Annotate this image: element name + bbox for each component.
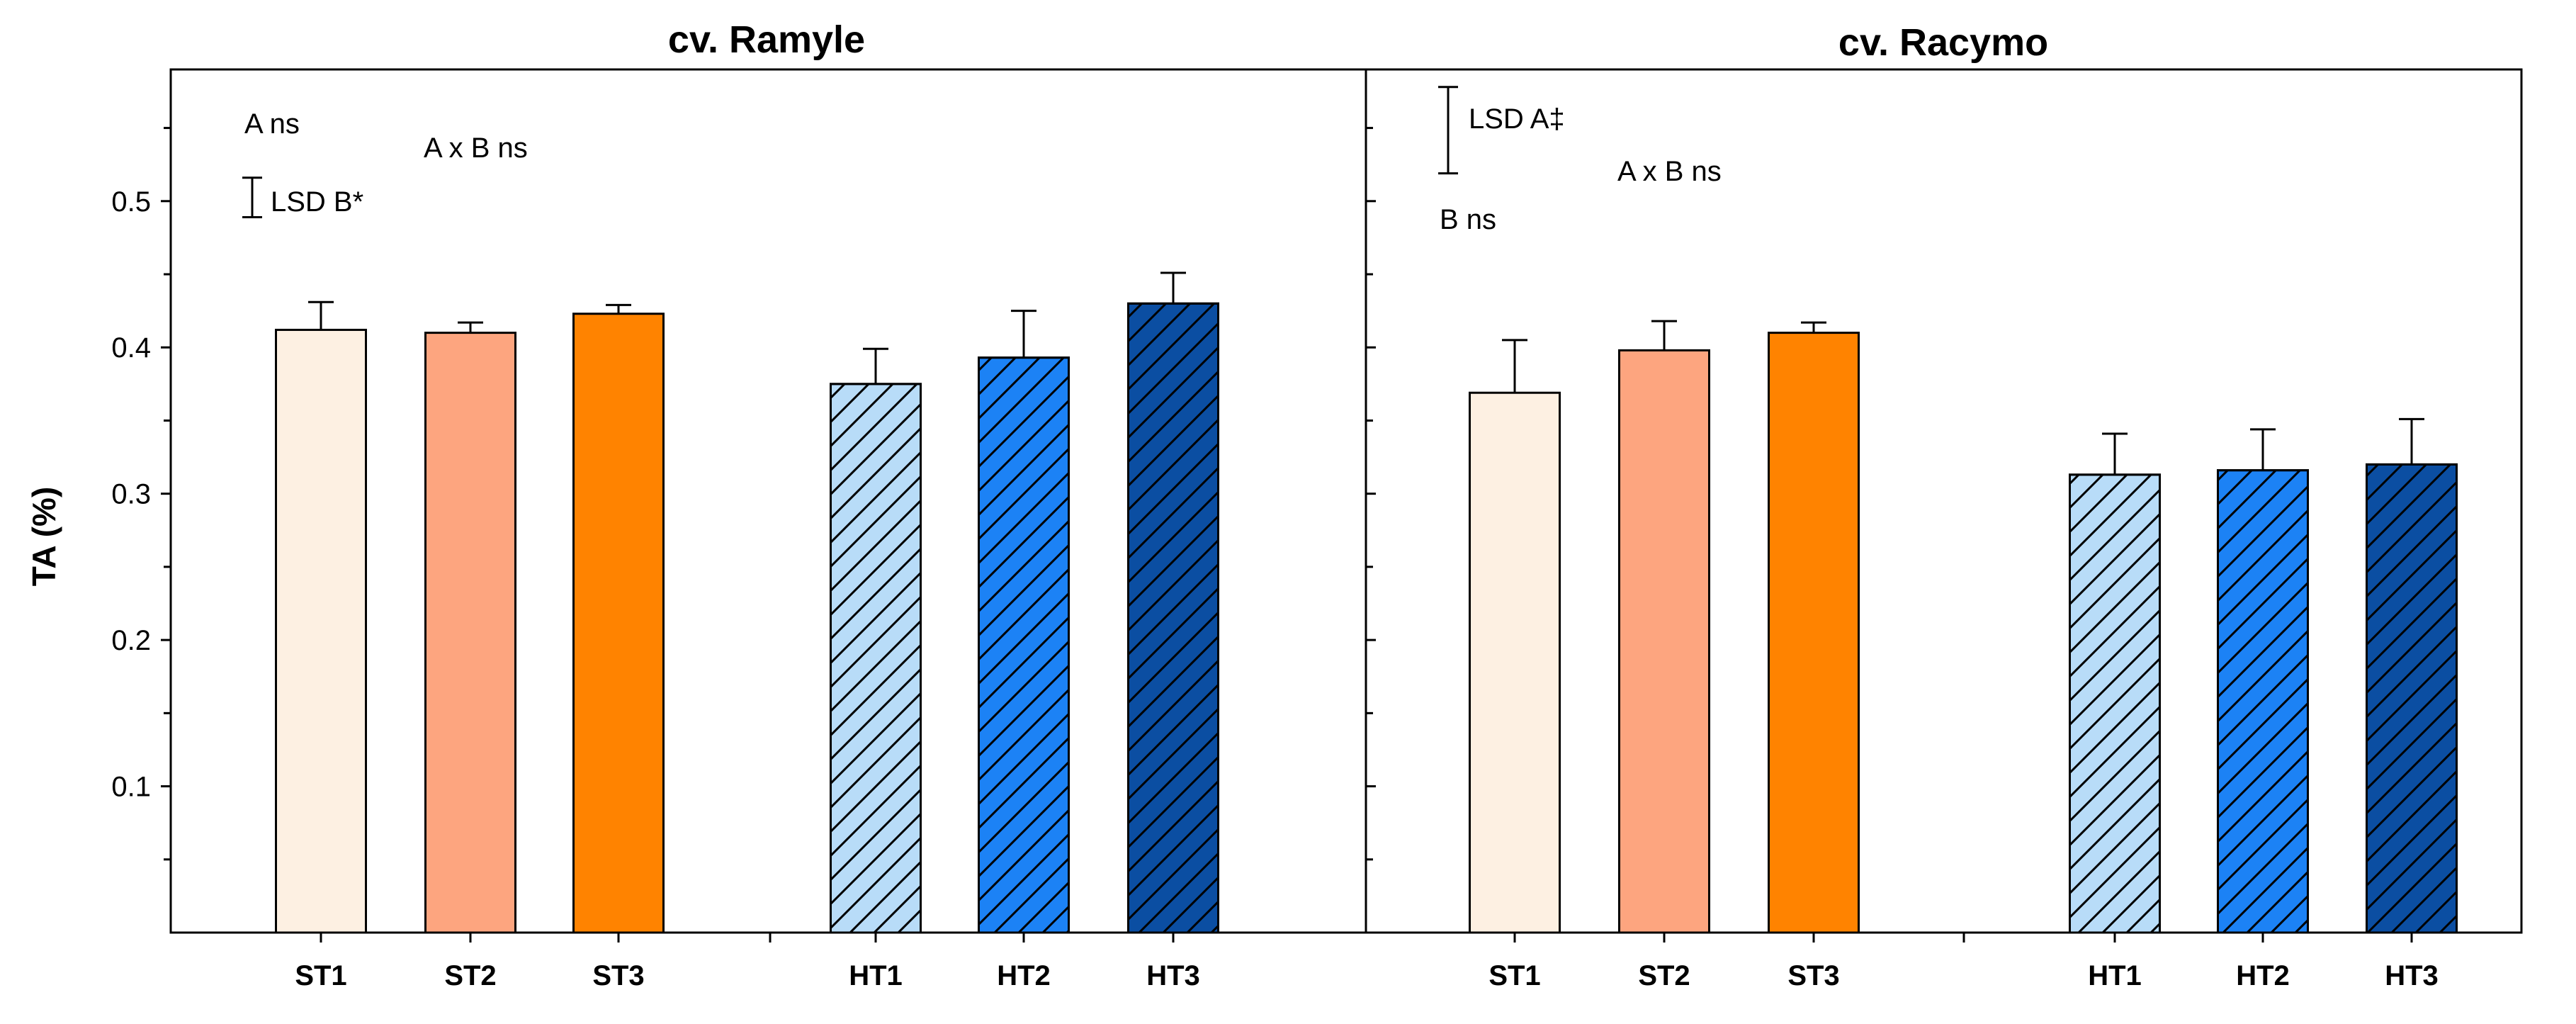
bar-st2 xyxy=(424,332,516,934)
bar-st2 xyxy=(1618,349,1710,934)
y-tick-label: 0.1 xyxy=(111,772,151,803)
panel-ramyle-x-ticks: ST1 ST2 ST3 HT1 HT2 HT3 xyxy=(295,933,1200,991)
y-axis-label: TA (%) xyxy=(26,487,62,587)
panel-ramyle: cv. Ramyle 0.1 0.2 0.3 0.4 0.5 ST1 ST2 ST3 HT1 H… xyxy=(111,18,1367,991)
bar-hatch-ht1 xyxy=(2069,473,2161,934)
bar-st1 xyxy=(275,328,367,934)
x-tick-label-ht1: HT1 xyxy=(2088,960,2142,991)
panel-ramyle-title: cv. Ramyle xyxy=(668,18,865,61)
bar-hatch-ht1 xyxy=(830,383,922,934)
panel-ramyle-bars xyxy=(275,271,1219,934)
y-tick-label: 0.3 xyxy=(111,479,151,510)
bar-st3 xyxy=(572,313,665,934)
annotation-b-ns: B ns xyxy=(1440,204,1496,235)
annotation-lsd-b: LSD B* xyxy=(271,186,363,218)
x-tick-label-ht2: HT2 xyxy=(997,960,1051,991)
y-tick-label: 0.5 xyxy=(111,186,151,218)
x-tick-label-ht3: HT3 xyxy=(2385,960,2439,991)
annotation-lsd-a: LSD A‡ xyxy=(1469,103,1565,135)
x-tick-label-st3: ST3 xyxy=(1787,960,1839,991)
x-tick-label-st3: ST3 xyxy=(592,960,644,991)
x-tick-label-ht2: HT2 xyxy=(2236,960,2290,991)
panel-racymo-x-ticks: ST1 ST2 ST3 HT1 HT2 HT3 xyxy=(1488,933,2439,991)
annotation-interaction: A x B ns xyxy=(1617,156,1722,187)
lsd-error-bar xyxy=(1438,86,1458,175)
bar-hatch-ht3 xyxy=(1127,302,1219,934)
y-tick-label: 0.2 xyxy=(111,625,151,656)
x-tick-label-ht3: HT3 xyxy=(1146,960,1200,991)
panel-racymo-frame xyxy=(1365,68,2523,934)
lsd-error-bar xyxy=(242,176,262,219)
x-tick-label-st2: ST2 xyxy=(1638,960,1690,991)
bar-st1 xyxy=(1469,391,1561,934)
annotation-interaction: A x B ns xyxy=(424,133,528,164)
annotation-a-ns: A ns xyxy=(244,108,300,140)
x-tick-label-st1: ST1 xyxy=(295,960,346,991)
bar-st3 xyxy=(1768,332,1860,934)
x-tick-label-ht1: HT1 xyxy=(849,960,903,991)
x-tick-label-st1: ST1 xyxy=(1488,960,1540,991)
panel-racymo: cv. Racymo ST1 ST2 ST3 HT1 HT2 HT3 LSD A‡ A x… xyxy=(1365,21,2523,991)
y-tick-label: 0.4 xyxy=(111,332,151,364)
panel-racymo-y-ticks xyxy=(1366,127,1376,861)
bar-hatch-ht2 xyxy=(978,356,1070,934)
x-tick-label-st2: ST2 xyxy=(444,960,496,991)
panel-racymo-bars xyxy=(1469,320,2458,934)
bar-hatch-ht3 xyxy=(2366,463,2458,934)
bar-hatch-ht2 xyxy=(2217,469,2309,934)
panel-racymo-title: cv. Racymo xyxy=(1838,21,2048,64)
panel-ramyle-y-ticks: 0.1 0.2 0.3 0.4 0.5 xyxy=(111,127,171,861)
